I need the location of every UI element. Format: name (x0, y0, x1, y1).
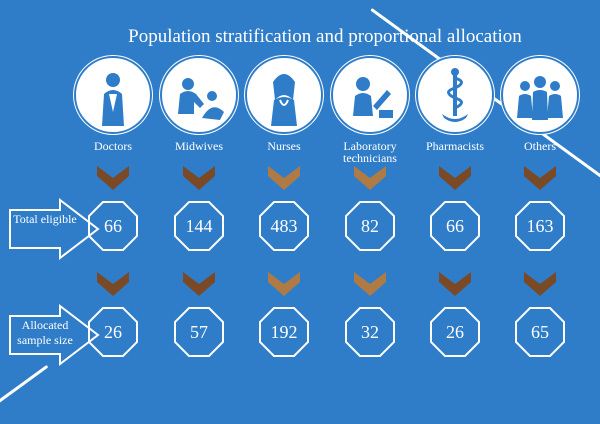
group-label-doctors: Doctors (94, 139, 132, 153)
allocated-sample-pharmacists: 26 (429, 306, 481, 358)
total-eligible-arrow: Total eligible (8, 198, 102, 260)
corner-line (0, 364, 49, 409)
allocated-sample-pharmacists-value: 26 (446, 322, 464, 342)
allocated-sample-midwives: 57 (173, 306, 225, 358)
total-eligible-midwives: 144 (173, 200, 225, 252)
allocated-sample-label: Allocated sample size (17, 318, 73, 347)
chevron-down-icon (437, 164, 473, 192)
infographic-title: Population stratification and proportion… (128, 26, 522, 47)
allocated-sample-midwives-value: 57 (190, 322, 208, 342)
chevron-down-icon (437, 270, 473, 298)
total-eligible-midwives-value: 144 (185, 216, 213, 236)
total-eligible-laboratory-technicians: 82 (344, 200, 396, 252)
group-label-laboratory-technicians: Laboratory technicians (343, 139, 397, 165)
total-eligible-others: 163 (514, 200, 566, 252)
total-eligible-doctors-value: 66 (104, 216, 122, 236)
total-eligible-label: Total eligible (13, 212, 77, 226)
lab-technician-icon (333, 58, 407, 132)
chevron-down-icon (522, 270, 558, 298)
group-label-midwives: Midwives (175, 139, 223, 153)
chevron-down-icon (266, 164, 302, 192)
chevron-down-icon (181, 164, 217, 192)
chevron-down-icon (352, 270, 388, 298)
total-eligible-laboratory-technicians-value: 82 (361, 216, 379, 236)
chevron-down-icon (352, 164, 388, 192)
allocated-sample-laboratory-technicians: 32 (344, 306, 396, 358)
total-eligible-others-value: 163 (526, 216, 554, 236)
chevron-down-icon (95, 270, 131, 298)
doctor-icon (76, 58, 150, 132)
pharmacy-symbol-icon (418, 58, 492, 132)
group-label-nurses: Nurses (267, 139, 301, 153)
chevron-down-icon (522, 164, 558, 192)
allocated-sample-others: 65 (514, 306, 566, 358)
health-team-icon (503, 58, 577, 132)
total-eligible-nurses-value: 483 (270, 216, 298, 236)
allocated-sample-nurses-value: 192 (270, 322, 298, 342)
chevron-down-icon (95, 164, 131, 192)
allocated-sample-laboratory-technicians-value: 32 (361, 322, 379, 342)
group-label-others: Others (524, 139, 556, 153)
allocated-sample-doctors-value: 26 (104, 322, 122, 342)
total-eligible-pharmacists: 66 (429, 200, 481, 252)
nurse-icon (247, 58, 321, 132)
total-eligible-nurses: 483 (258, 200, 310, 252)
total-eligible-pharmacists-value: 66 (446, 216, 464, 236)
group-label-pharmacists: Pharmacists (426, 139, 484, 153)
allocated-sample-arrow: Allocated sample size (8, 304, 102, 366)
midwife-icon (162, 58, 236, 132)
chevron-down-icon (181, 270, 217, 298)
allocated-sample-nurses: 192 (258, 306, 310, 358)
allocated-sample-others-value: 65 (531, 322, 549, 342)
chevron-down-icon (266, 270, 302, 298)
